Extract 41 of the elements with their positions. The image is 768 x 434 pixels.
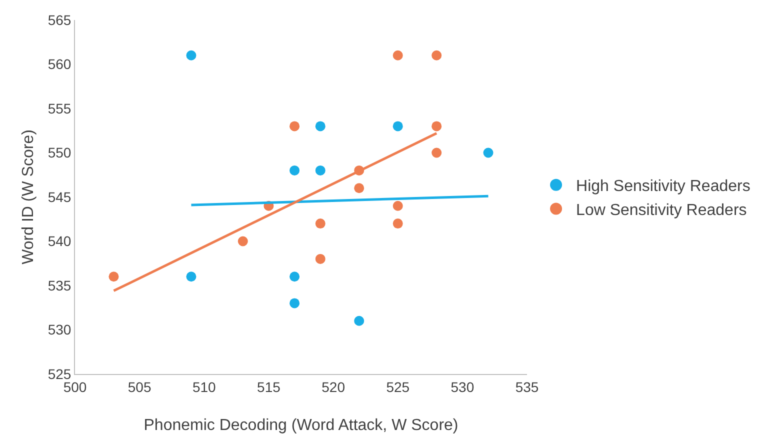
y-tick-label: 535 [48, 277, 72, 294]
y-axis-title: Word ID (W Score) [20, 130, 37, 264]
y-tick-label: 560 [48, 56, 72, 72]
x-tick-label: 535 [515, 378, 539, 395]
x-axis-title: Phonemic Decoding (Word Attack, W Score) [144, 417, 458, 434]
point [483, 148, 494, 158]
point [186, 272, 196, 282]
point [354, 316, 364, 326]
x-tick-label: 505 [128, 378, 152, 395]
x-tick-label: 520 [322, 378, 346, 395]
point [432, 148, 442, 158]
point [290, 298, 300, 308]
x-tick-label: 525 [386, 378, 410, 395]
point [392, 218, 403, 229]
point [290, 272, 300, 282]
point [290, 121, 300, 132]
point [354, 183, 364, 194]
point [315, 218, 326, 229]
point [238, 236, 248, 246]
legend-label: Low Sensitivity Readers [576, 202, 747, 219]
point [315, 165, 326, 176]
y-tick-label: 530 [48, 322, 72, 338]
point [392, 50, 403, 60]
point [108, 272, 119, 282]
y-tick-label: 550 [48, 144, 72, 161]
y-tick-label: 555 [48, 100, 72, 116]
point [290, 165, 300, 176]
point [392, 121, 403, 132]
y-tick-label: 540 [48, 233, 72, 250]
y-tick-label: 545 [48, 188, 72, 205]
point [186, 50, 196, 60]
point [432, 50, 442, 60]
point [315, 254, 326, 264]
y-tick-label: 565 [48, 12, 72, 28]
legend-label: High Sensitivity Readers [576, 178, 750, 196]
x-tick-label: 515 [257, 378, 281, 395]
x-tick-label: 530 [450, 378, 474, 395]
point [392, 200, 403, 211]
point [315, 121, 326, 132]
x-tick-label: 510 [192, 378, 216, 395]
point [432, 121, 442, 132]
